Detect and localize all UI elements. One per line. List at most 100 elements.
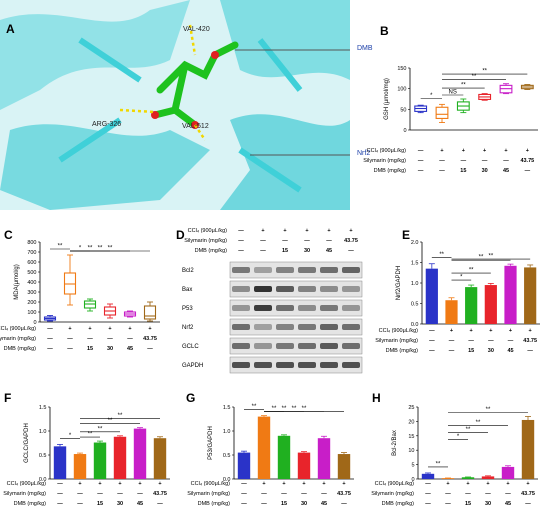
- bar-e-4: [504, 265, 517, 324]
- treatment-value-c-0-0: —: [47, 326, 53, 332]
- y-tick-label-h-4: 20: [408, 419, 414, 425]
- treatment-value-f-2-2: 15: [97, 501, 103, 507]
- sig-mark-b-2: **: [461, 83, 466, 89]
- treatment-value-c-2-3: 30: [107, 346, 113, 352]
- treatment-value-b-1-2: —: [461, 158, 467, 164]
- chart-p53: 0.0 0.5 1.0 1.5 P53/GAPDH ** ** ** ** ** CCl₄ (900…: [187, 404, 354, 507]
- blot-band-gapdh-2: [276, 362, 294, 368]
- treatment-value-e-2-3: 30: [488, 348, 494, 354]
- y-tick-label-c-2: 200: [27, 300, 36, 306]
- sig-mark-h-0: **: [436, 461, 441, 467]
- y-tick-label-e-2: 1.0: [411, 281, 419, 287]
- treatment-value-g-2-1: —: [261, 501, 267, 507]
- y-tick-label-b-2: 100: [397, 87, 406, 93]
- treatment-value-c-2-2: 15: [87, 346, 93, 352]
- treatment-label-g-2: DMB (mg/kg): [198, 501, 231, 507]
- sig-mark-c-3: **: [98, 246, 103, 252]
- treatment-label-g-0: CCl₄ (900μL/kg): [191, 481, 231, 487]
- blot-band-p53-5: [342, 305, 360, 311]
- treatment-label-h-1: Silymarin (mg/kg): [371, 491, 414, 497]
- box-b-1: [435, 106, 449, 119]
- panel-label-f: F: [4, 391, 12, 405]
- wb-treatment-label-1: Silymarin (mg/kg): [184, 238, 227, 244]
- treatment-value-g-2-4: 45: [321, 501, 327, 507]
- blot-band-gapdh-1: [254, 362, 272, 368]
- bar-g-0: [237, 452, 251, 479]
- blot-band-bcl2-2: [276, 267, 294, 273]
- blot-label-nrf2: Nrf2: [182, 325, 194, 331]
- sig-mark-h-1: *: [457, 434, 460, 440]
- blot-band-gclc-2: [276, 343, 294, 349]
- wb-treatment-value-0-0: —: [238, 228, 244, 234]
- treatment-value-b-2-2: 15: [460, 168, 466, 174]
- treatment-value-g-1-4: —: [321, 491, 327, 497]
- bar-h-3: [481, 476, 495, 479]
- treatment-value-g-1-2: —: [281, 491, 287, 497]
- treatment-label-e-2: DMB (mg/kg): [386, 348, 419, 354]
- treatment-value-f-2-0: —: [57, 501, 63, 507]
- treatment-label-c-1: Silymarin (mg/kg): [0, 336, 36, 342]
- treatment-value-c-1-1: —: [67, 336, 73, 342]
- wb-treatment-value-0-5: +: [349, 228, 352, 234]
- blot-band-nrf2-1: [254, 324, 272, 330]
- treatment-label-e-0: CCl₄ (900μL/kg): [379, 328, 419, 334]
- y-tick-label-f-0: 0.0: [39, 477, 47, 483]
- wb-treatment-label-2: DMB (mg/kg): [195, 248, 228, 254]
- bar-f-5: [153, 438, 167, 479]
- panel-label-e: E: [402, 228, 411, 242]
- blot-band-nrf2-3: [298, 324, 316, 330]
- y-tick-label-e-4: 2.0: [411, 240, 419, 246]
- blot-band-gapdh-3: [298, 362, 316, 368]
- blot-band-p53-4: [320, 305, 338, 311]
- treatment-value-h-0-4: +: [506, 481, 509, 487]
- wb-treatment-value-2-0: —: [238, 248, 244, 254]
- y-tick-label-c-8: 800: [27, 240, 36, 246]
- y-tick-label-c-1: 100: [27, 310, 36, 316]
- sig-mark-e-0: **: [439, 252, 444, 258]
- blot-band-bcl2-0: [232, 267, 250, 273]
- sig-mark-c-2: **: [88, 246, 93, 252]
- blot-band-nrf2-0: [232, 324, 250, 330]
- treatment-value-b-1-5: 43.75: [520, 158, 534, 164]
- treatment-value-g-2-5: —: [341, 501, 347, 507]
- sig-mark-g-2: **: [282, 406, 287, 412]
- treatment-value-b-0-4: +: [504, 148, 507, 154]
- treatment-value-f-2-5: —: [157, 501, 163, 507]
- y-axis-label-e: Nrf2/GAPDH: [396, 266, 402, 300]
- treatment-value-e-2-4: 45: [507, 348, 513, 354]
- bar-e-5: [524, 267, 537, 324]
- treatment-value-h-0-5: +: [526, 481, 529, 487]
- blot-band-bcl2-4: [320, 267, 338, 273]
- wb-treatment-value-1-5: 43.75: [344, 238, 358, 244]
- y-axis-label-g: P53/GAPDH: [208, 426, 214, 460]
- y-tick-label-g-2: 1.0: [223, 429, 231, 435]
- panel-g: G 0.0 0.5 1.0 1.5 P53/GAPDH ** ** ** ** ** CCl₄ (9…: [184, 385, 364, 529]
- treatment-value-e-2-2: 15: [468, 348, 474, 354]
- y-tick-label-h-2: 10: [408, 448, 414, 454]
- treatment-value-b-0-3: +: [483, 148, 486, 154]
- chart-gsh: 0 50 100 150 GSH (μmol/mg) * NS ** ** ** CCl₄ (900…: [363, 66, 538, 174]
- treatment-label-h-2: DMB (mg/kg): [382, 501, 415, 507]
- panel-d: D CCl₄ (900μL/kg) — + + + + + Silymarin (mg/kg)…: [176, 222, 368, 382]
- wb-treatment-value-0-3: +: [305, 228, 308, 234]
- panel-label-g: G: [186, 391, 196, 405]
- treatment-value-h-1-0: —: [425, 491, 431, 497]
- treatment-value-h-2-1: —: [445, 501, 451, 507]
- sig-mark-c-1: *: [79, 246, 82, 252]
- treatment-value-g-2-0: —: [241, 501, 247, 507]
- blot-band-gclc-1: [254, 343, 272, 349]
- blot-label-bax: Bax: [182, 287, 192, 293]
- treatment-value-b-2-5: —: [525, 168, 531, 174]
- treatment-value-e-1-1: —: [449, 338, 455, 344]
- bar-f-2: [93, 442, 107, 479]
- wb-treatment-value-1-3: —: [304, 238, 310, 244]
- treatment-value-g-0-3: +: [302, 481, 305, 487]
- sig-mark-e-3: **: [479, 255, 484, 261]
- blot-strip-bax: [229, 280, 363, 298]
- treatment-value-g-2-3: 30: [301, 501, 307, 507]
- y-tick-label-h-1: 5: [411, 463, 414, 469]
- wb-treatment-value-2-2: 15: [282, 248, 288, 254]
- treatment-value-h-1-5: 43.75: [521, 491, 535, 497]
